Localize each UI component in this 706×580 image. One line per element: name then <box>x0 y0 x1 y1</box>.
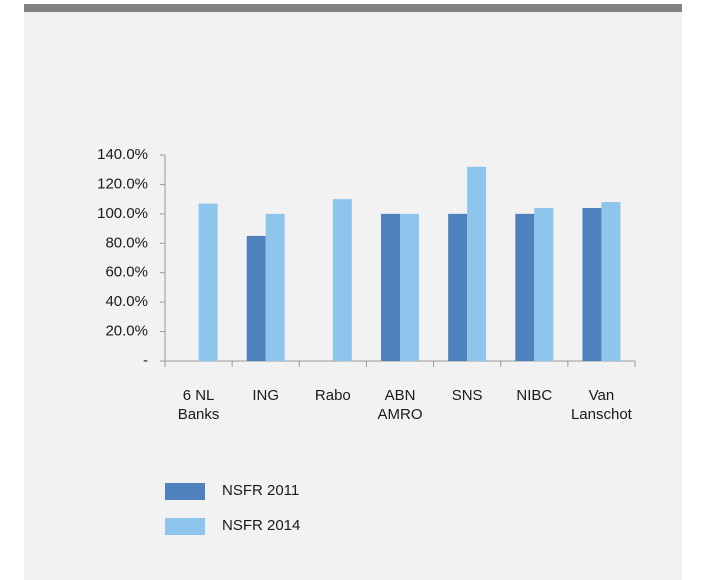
bar <box>400 213 419 361</box>
y-tick-label: - <box>143 352 148 369</box>
bar <box>515 213 535 361</box>
y-tick-label: 120.0% <box>97 175 148 192</box>
x-tick-label: NIBC <box>516 387 553 404</box>
bar <box>448 213 468 361</box>
x-tick-label: ING <box>252 387 280 404</box>
y-tick-label: 80.0% <box>105 234 148 251</box>
y-tick-label: 100.0% <box>97 205 148 222</box>
y-tick-label: 140.0% <box>97 146 148 163</box>
x-tick-label: 6 NL Banks <box>177 387 220 423</box>
bar <box>601 202 621 361</box>
legend-label: NSFR 2014 <box>222 517 301 534</box>
x-tick-label: ABN AMRO <box>377 387 423 423</box>
legend-swatch <box>165 483 205 500</box>
bar <box>467 166 487 361</box>
y-tick-label: 40.0% <box>105 293 148 310</box>
bar <box>534 207 554 361</box>
bar <box>381 213 400 361</box>
x-tick-label: SNS <box>451 387 483 404</box>
x-tick-label: Rabo <box>314 387 351 404</box>
legend-label: NSFR 2011 <box>222 482 300 499</box>
bar <box>198 203 218 361</box>
y-tick-label: 60.0% <box>105 264 148 281</box>
bar <box>582 207 602 361</box>
y-tick-label: 20.0% <box>105 323 148 340</box>
bar <box>332 199 352 361</box>
bar <box>246 235 266 361</box>
top-bar <box>24 4 682 12</box>
panel <box>24 12 682 580</box>
bar <box>265 213 285 361</box>
x-tick-label: Van Lanschot <box>570 387 632 423</box>
legend-swatch <box>165 518 205 535</box>
